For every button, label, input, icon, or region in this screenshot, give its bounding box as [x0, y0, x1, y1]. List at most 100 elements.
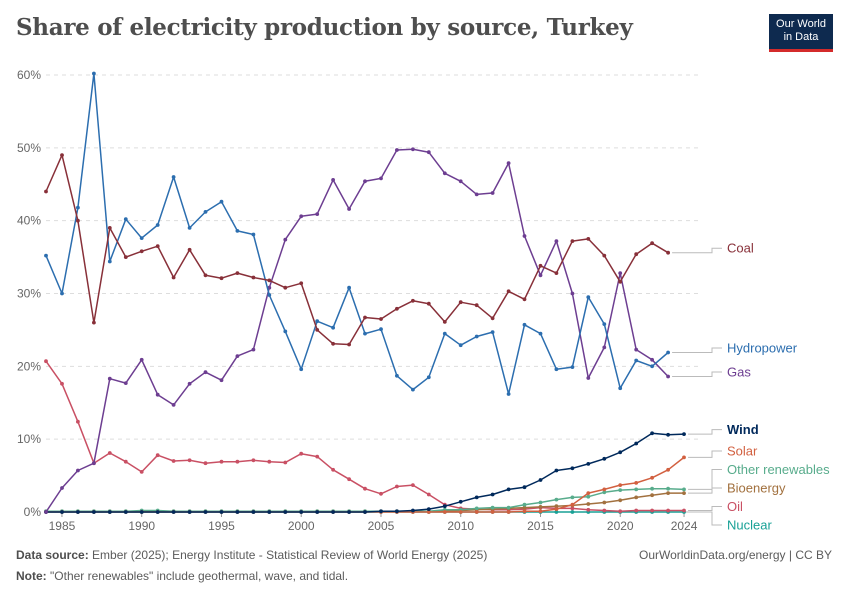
data-point[interactable]	[538, 500, 543, 505]
series-oil[interactable]	[44, 359, 686, 514]
data-point[interactable]	[506, 505, 511, 510]
data-point[interactable]	[299, 214, 304, 219]
series-label-oil[interactable]: Oil	[727, 499, 743, 514]
data-point[interactable]	[490, 191, 495, 195]
data-point[interactable]	[522, 297, 527, 302]
data-point[interactable]	[602, 500, 607, 505]
data-point[interactable]	[107, 226, 112, 230]
data-point[interactable]	[76, 419, 80, 424]
data-point[interactable]	[379, 317, 383, 321]
data-point[interactable]	[666, 467, 670, 472]
data-point[interactable]	[219, 459, 224, 464]
data-point[interactable]	[235, 229, 240, 233]
data-point[interactable]	[490, 492, 495, 497]
data-point[interactable]	[602, 508, 607, 513]
data-point[interactable]	[187, 458, 192, 463]
data-point[interactable]	[155, 392, 160, 397]
data-point[interactable]	[219, 199, 224, 204]
data-point[interactable]	[602, 345, 607, 350]
data-point[interactable]	[411, 298, 415, 303]
data-point[interactable]	[363, 179, 367, 184]
data-point[interactable]	[618, 450, 623, 455]
data-point[interactable]	[666, 432, 670, 437]
data-point[interactable]	[522, 234, 527, 238]
data-point[interactable]	[363, 315, 367, 320]
data-point[interactable]	[171, 403, 176, 407]
series-label-coal[interactable]: Coal	[727, 241, 754, 256]
data-point[interactable]	[267, 293, 272, 297]
data-point[interactable]	[411, 508, 415, 513]
data-point[interactable]	[219, 510, 224, 514]
series-wind[interactable]	[44, 431, 686, 514]
data-point[interactable]	[235, 354, 240, 358]
data-point[interactable]	[155, 244, 160, 249]
data-point[interactable]	[554, 271, 559, 275]
data-point[interactable]	[331, 510, 335, 514]
data-point[interactable]	[107, 451, 112, 455]
owid-logo[interactable]: Our World in Data	[769, 14, 833, 52]
data-point[interactable]	[506, 289, 511, 294]
data-point[interactable]	[506, 487, 511, 492]
data-point[interactable]	[490, 505, 495, 510]
data-point[interactable]	[203, 510, 208, 514]
data-point[interactable]	[395, 373, 399, 378]
data-point[interactable]	[458, 343, 463, 348]
data-point[interactable]	[586, 237, 591, 241]
data-point[interactable]	[474, 510, 479, 514]
data-point[interactable]	[123, 217, 128, 222]
data-point[interactable]	[666, 250, 670, 255]
data-point[interactable]	[634, 481, 639, 485]
data-point[interactable]	[586, 502, 591, 506]
data-point[interactable]	[60, 291, 64, 296]
data-point[interactable]	[474, 303, 479, 308]
data-point[interactable]	[203, 210, 208, 214]
data-point[interactable]	[506, 510, 511, 514]
data-point[interactable]	[331, 178, 335, 182]
series-line-gas[interactable]	[45, 148, 669, 513]
data-point[interactable]	[426, 375, 431, 380]
data-point[interactable]	[107, 376, 112, 381]
data-point[interactable]	[650, 493, 654, 498]
data-point[interactable]	[602, 490, 607, 495]
data-point[interactable]	[315, 319, 320, 324]
data-point[interactable]	[554, 507, 559, 511]
data-point[interactable]	[379, 176, 383, 181]
data-point[interactable]	[60, 486, 64, 490]
data-point[interactable]	[155, 453, 160, 458]
data-point[interactable]	[490, 316, 495, 321]
data-point[interactable]	[395, 306, 399, 311]
series-line-hydropower[interactable]	[45, 72, 669, 395]
data-point[interactable]	[315, 328, 320, 332]
data-point[interactable]	[682, 455, 686, 460]
data-point[interactable]	[411, 147, 415, 152]
data-point[interactable]	[379, 327, 383, 332]
data-point[interactable]	[570, 510, 575, 514]
data-point[interactable]	[76, 205, 80, 210]
data-point[interactable]	[618, 488, 623, 492]
data-point[interactable]	[187, 247, 192, 252]
data-point[interactable]	[618, 271, 623, 275]
data-point[interactable]	[426, 301, 431, 306]
data-point[interactable]	[522, 485, 527, 490]
data-point[interactable]	[458, 179, 463, 184]
data-point[interactable]	[426, 492, 431, 497]
data-point[interactable]	[76, 510, 80, 514]
data-point[interactable]	[522, 502, 527, 507]
data-point[interactable]	[506, 161, 511, 166]
data-point[interactable]	[363, 486, 367, 491]
data-point[interactable]	[331, 325, 335, 330]
series-label-other-renewables[interactable]: Other renewables	[727, 462, 830, 477]
series-label-bioenergy[interactable]: Bioenergy	[727, 481, 786, 496]
data-point[interactable]	[171, 275, 176, 280]
data-point[interactable]	[442, 171, 447, 176]
data-point[interactable]	[570, 291, 575, 296]
data-point[interactable]	[650, 357, 654, 362]
data-point[interactable]	[458, 300, 463, 305]
data-point[interactable]	[347, 477, 351, 482]
data-point[interactable]	[411, 387, 415, 392]
data-point[interactable]	[299, 510, 304, 514]
data-point[interactable]	[44, 253, 48, 258]
data-point[interactable]	[602, 253, 607, 258]
data-point[interactable]	[283, 510, 288, 514]
data-point[interactable]	[650, 475, 654, 480]
